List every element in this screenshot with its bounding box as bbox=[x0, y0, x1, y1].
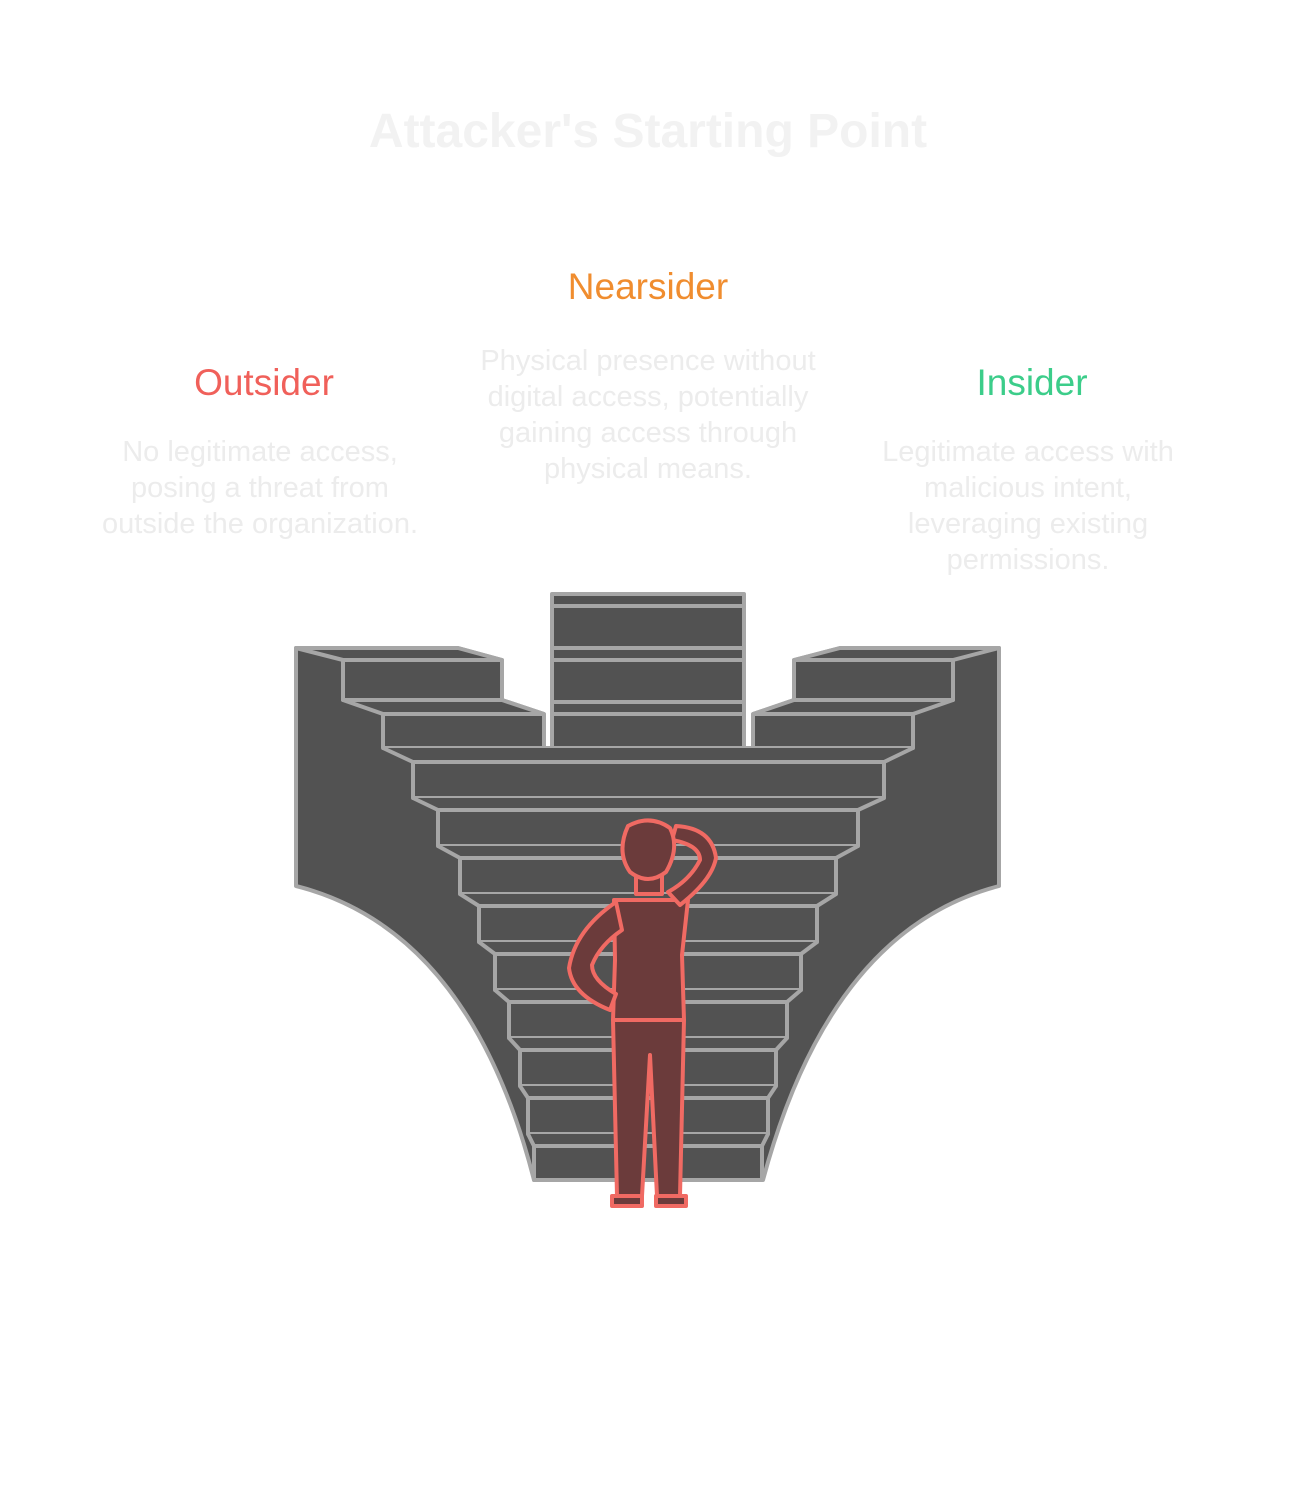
outsider-label: Outsider bbox=[194, 362, 334, 403]
insider-description: Legitimate access with malicious intent,… bbox=[882, 436, 1174, 576]
outsider-description: No legitimate access, posing a threat fr… bbox=[102, 436, 418, 540]
nearsider-label: Nearsider bbox=[567, 266, 729, 307]
insider-label: Insider bbox=[976, 362, 1088, 403]
person-thinking-icon bbox=[567, 818, 718, 1208]
center-tower bbox=[550, 592, 746, 750]
page-title: Attacker's Starting Point bbox=[368, 105, 928, 158]
nearsider-description: Physical presence without digital access… bbox=[480, 345, 816, 485]
